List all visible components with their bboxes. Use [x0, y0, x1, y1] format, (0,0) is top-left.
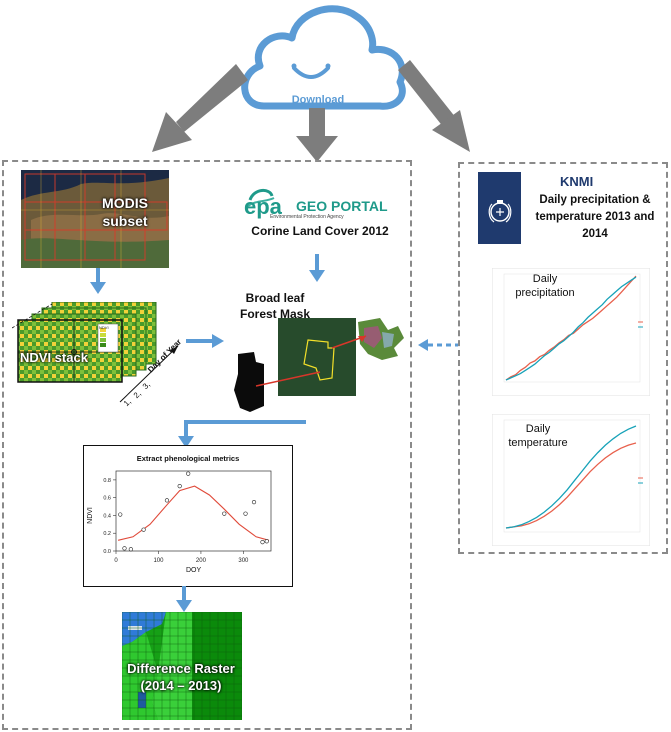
temp-chart-label: Daily temperature — [498, 422, 578, 450]
difference-raster-label: Difference Raster (2014 – 2013) — [118, 660, 244, 694]
data-point — [186, 471, 191, 476]
ndvi-stack-label: NDVI stack — [20, 350, 88, 365]
arrow-mask-to-metrics — [178, 420, 306, 448]
epa-agency-text: Environmental Protection Agency — [270, 214, 344, 220]
temp-label-line1: Daily — [525, 423, 551, 435]
data-point — [177, 484, 182, 489]
knmi-line2: temperature 2013 and — [535, 211, 655, 223]
precipitation-chart — [492, 268, 650, 396]
arrow-ndvi-to-mask — [186, 334, 224, 348]
data-point — [251, 500, 257, 505]
forest-mask-label-line2: Forest Mask — [239, 307, 311, 321]
y-tick-label: 0.0 — [103, 549, 111, 555]
y-tick-label: 0.8 — [103, 478, 111, 484]
series-line — [505, 425, 637, 529]
data-point — [222, 511, 227, 516]
temperature-chart — [492, 414, 650, 546]
knmi-logo-text: KNMI — [560, 174, 594, 189]
knmi-line3: 2014 — [582, 228, 608, 240]
temp-label-line2: temperature — [508, 437, 568, 449]
epa-geo-portal-text: GEO PORTAL — [296, 198, 388, 214]
precip-label-line1: Daily — [532, 273, 558, 285]
x-tick-label: 100 — [153, 558, 164, 564]
knmi-description: Daily precipitation & temperature 2013 a… — [524, 192, 666, 243]
forest-mask-label-line1: Broad leaf — [245, 291, 305, 305]
y-tick-label: 0.4 — [103, 513, 111, 519]
modis-label-line2: subset — [102, 213, 148, 229]
cloud-download-icon — [241, 5, 406, 110]
x-tick-label: 0 — [114, 558, 118, 564]
arrow-to-epa — [296, 108, 338, 162]
phenology-plot: 0 100 200 300 0.0 0.2 0.4 0.6 0.8 — [103, 470, 272, 564]
data-point — [141, 527, 146, 532]
corine-label: Corine Land Cover 2012 — [251, 224, 389, 238]
arrow-modis-to-ndvi — [90, 268, 106, 294]
forest-mask-label: Broad leaf Forest Mask — [232, 290, 318, 322]
arrow-metrics-to-raster — [176, 586, 192, 612]
modis-label: MODIS subset — [80, 194, 170, 230]
cloud-label: Download — [291, 94, 345, 106]
epa-logo-text: epa — [244, 194, 282, 219]
phenology-x-label: DOY — [186, 567, 202, 574]
download-arrows — [152, 60, 470, 162]
epa-logo — [247, 189, 275, 207]
modis-map-image — [21, 170, 169, 268]
series-line — [505, 276, 637, 381]
data-point — [243, 511, 248, 516]
data-point — [260, 540, 265, 545]
arrow-epa-to-forest — [309, 254, 325, 282]
ndvi-stack-image — [12, 302, 157, 383]
data-point — [122, 546, 127, 551]
difference-raster-image — [122, 612, 242, 720]
precip-label-line2: precipitation — [515, 287, 575, 299]
data-point — [264, 539, 269, 544]
knmi-box — [458, 162, 668, 554]
data-point — [128, 547, 133, 552]
data-point — [164, 498, 170, 503]
day-of-year-axis — [119, 345, 179, 403]
y-tick-label: 0.6 — [103, 496, 111, 502]
precip-chart-label: Daily precipitation — [512, 272, 578, 300]
difference-raster-line2: (2014 – 2013) — [140, 678, 222, 693]
modis-label-line1: MODIS — [102, 195, 148, 211]
knmi-crest-icon — [488, 200, 512, 223]
arrow-to-modis — [152, 64, 248, 152]
x-tick-label: 300 — [238, 558, 249, 564]
arrow-knmi-to-mask — [418, 339, 458, 351]
difference-raster-line1: Difference Raster — [127, 661, 235, 676]
forest-mask-image — [234, 318, 404, 412]
processing-box — [2, 160, 412, 730]
arrow-to-knmi — [398, 60, 470, 152]
phenology-chart-frame — [83, 445, 293, 587]
y-tick-label: 0.2 — [103, 531, 111, 537]
knmi-line1: Daily precipitation & — [539, 194, 651, 206]
data-point — [118, 512, 123, 517]
phenology-y-label: NDVI — [86, 507, 94, 524]
phenology-chart-title: Extract phenological metrics — [136, 454, 240, 463]
x-tick-label: 200 — [196, 558, 207, 564]
series-line — [505, 442, 637, 529]
ndvi-legend-title: NDVI — [99, 325, 109, 330]
